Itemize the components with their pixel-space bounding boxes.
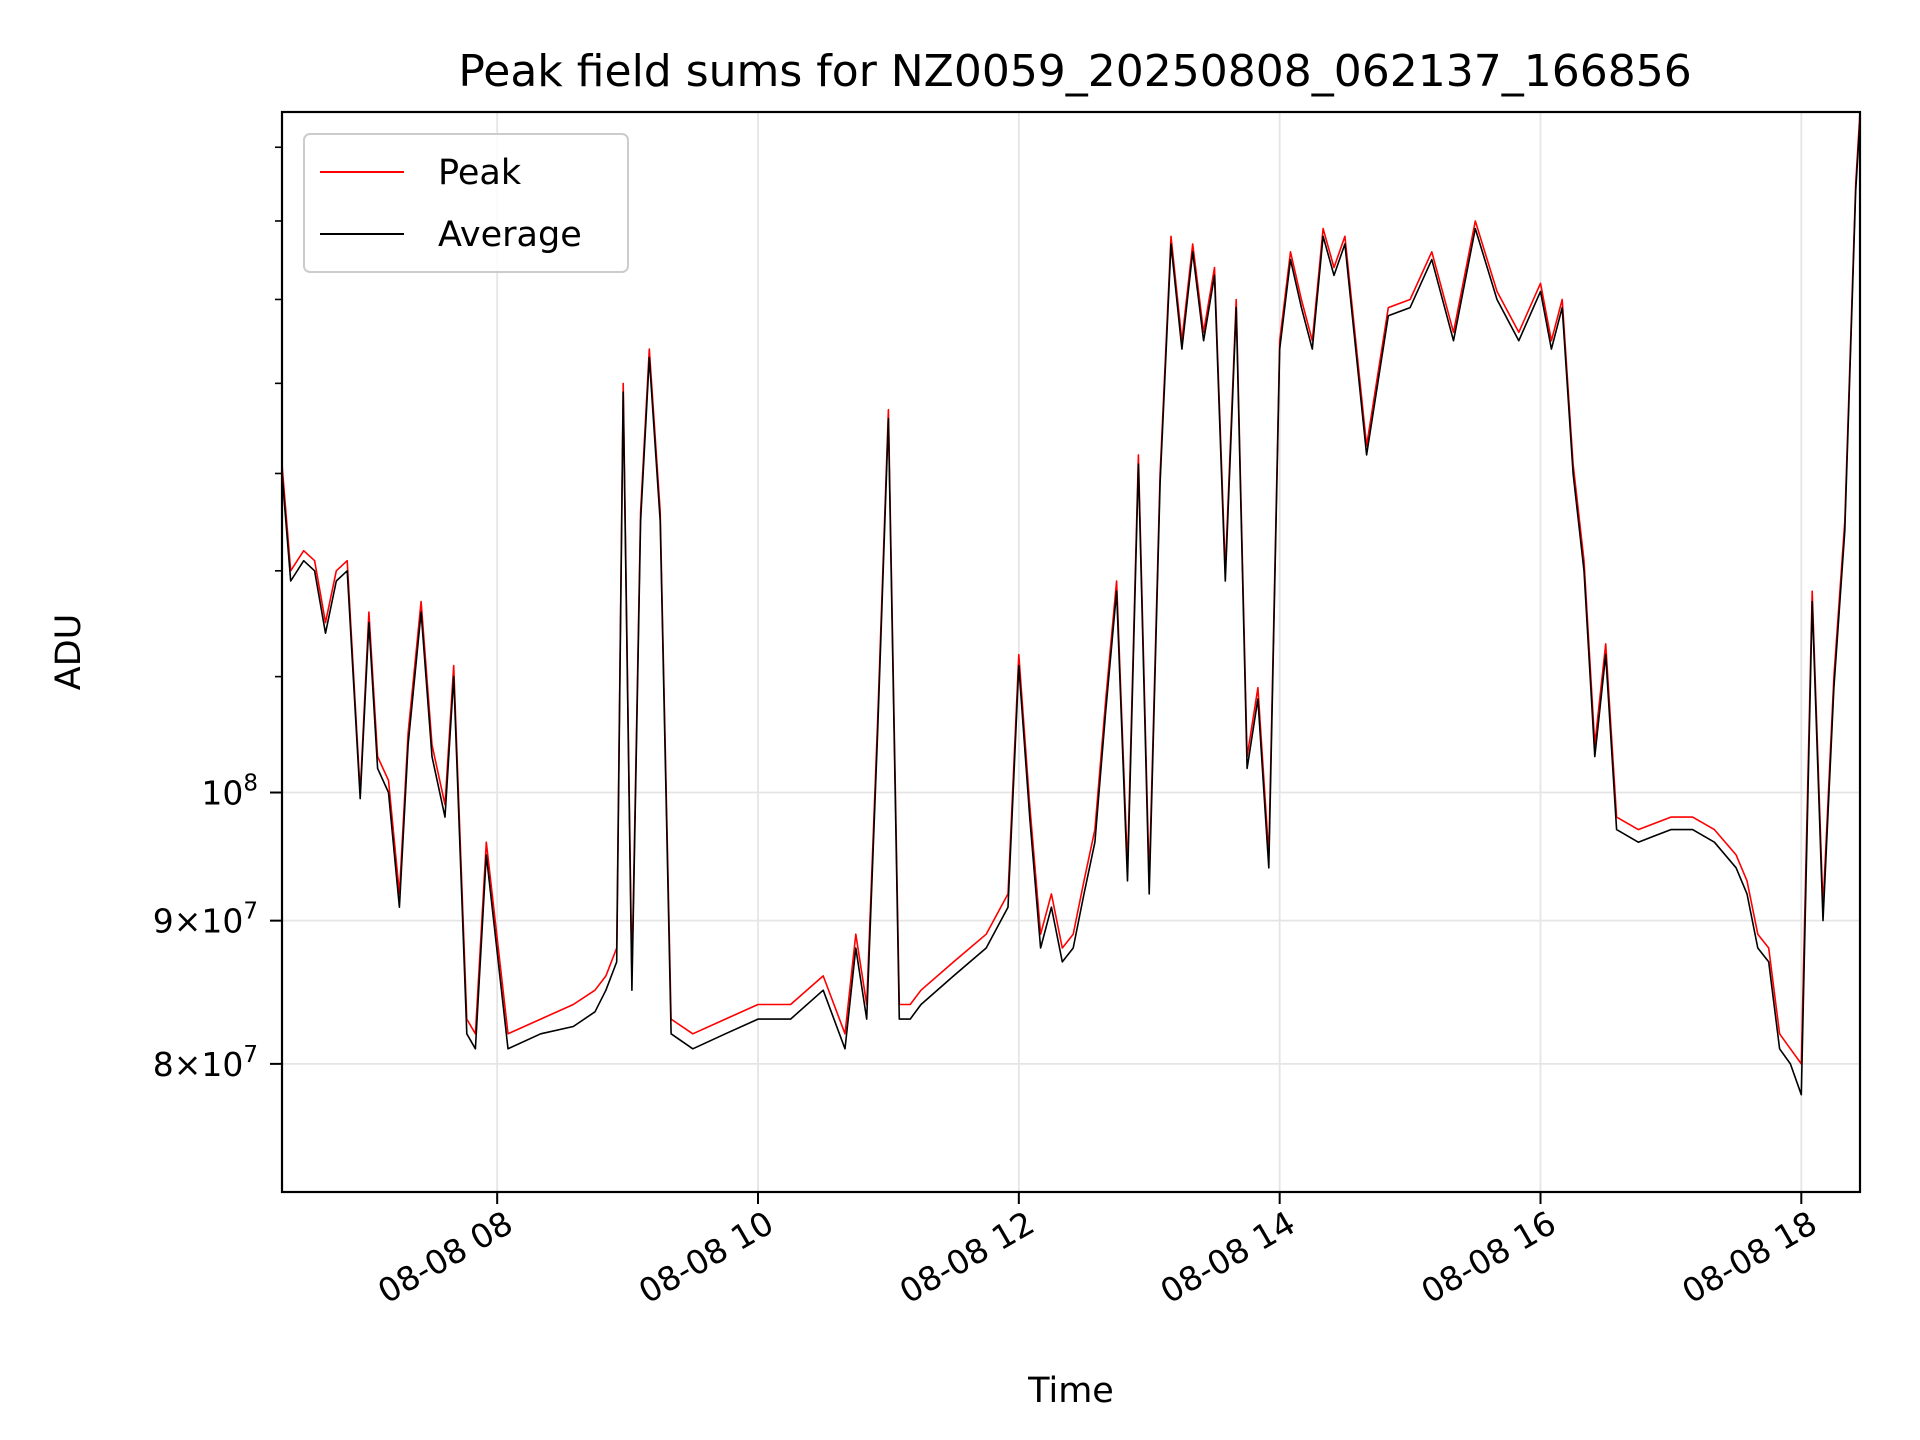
legend: Peak Average	[303, 133, 629, 273]
y-axis-ticks: 8×107 9×107 108	[153, 146, 282, 1084]
series-line-average	[281, 118, 1861, 1096]
legend-label-peak: Peak	[438, 153, 522, 193]
x-axis-title: Time	[1027, 1371, 1114, 1411]
chart-title: Peak field sums for NZ0059_20250808_0621…	[458, 46, 1691, 97]
series-lines	[281, 111, 1861, 1096]
grid	[282, 112, 1860, 1192]
y-axis-title: ADU	[49, 614, 89, 691]
legend-label-average: Average	[438, 215, 582, 255]
y-tick-label: 108	[201, 771, 258, 813]
y-tick-label: 8×107	[153, 1042, 258, 1084]
y-tick-label: 9×107	[153, 899, 258, 941]
legend-box	[303, 133, 629, 273]
plot-frame	[280, 110, 1862, 1194]
